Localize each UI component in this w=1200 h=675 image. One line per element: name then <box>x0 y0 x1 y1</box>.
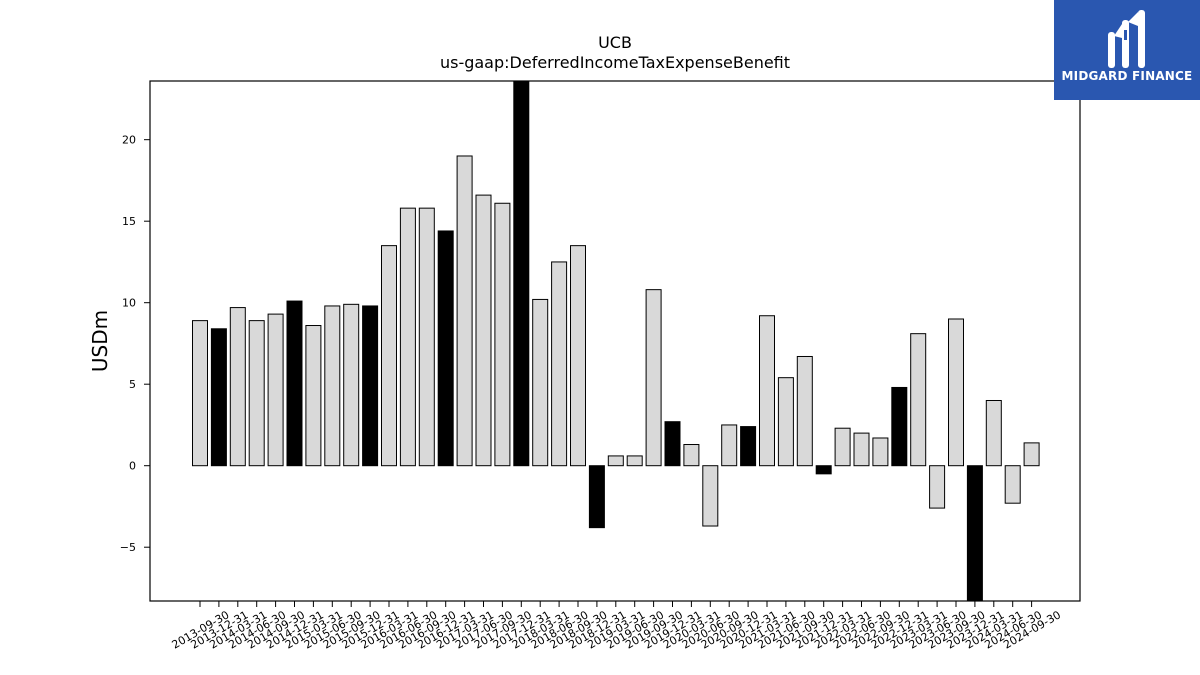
midgard-logo-icon <box>1108 10 1145 68</box>
bar-2022-03-31 <box>834 427 851 467</box>
bar-2015-09-30 <box>343 303 360 467</box>
bar-2023-12-31 <box>966 465 983 602</box>
bar-2014-09-30 <box>267 313 284 467</box>
bar-2024-09-30 <box>1023 442 1040 467</box>
bar-2018-09-30 <box>570 245 586 467</box>
y-axis: −5 0 5 10 15 20 <box>120 134 150 554</box>
bar-2017-12-31 <box>513 80 530 467</box>
bar-2023-09-30 <box>948 318 964 467</box>
y-tick-label: 20 <box>122 134 136 147</box>
bar-2015-06-30 <box>324 305 341 467</box>
logo-text: MIDGARD FINANCE <box>1061 69 1193 83</box>
bar-2020-06-30 <box>702 465 719 527</box>
bar-2020-03-31 <box>683 444 700 467</box>
bar-2019-03-31 <box>607 455 624 467</box>
bar-2015-12-31 <box>362 305 379 467</box>
bar-2018-12-31 <box>588 465 605 529</box>
bar-2021-06-30 <box>777 377 794 467</box>
bar-2018-03-31 <box>532 298 549 467</box>
bar-2018-06-30 <box>551 261 568 467</box>
chart-subtitle: us-gaap:DeferredIncomeTaxExpenseBenefit <box>439 53 791 72</box>
y-tick-label: −5 <box>120 541 136 554</box>
bar-2019-09-30 <box>645 289 662 467</box>
bar-2022-09-30 <box>872 437 889 467</box>
bar-2020-09-30 <box>721 424 738 467</box>
bar-2017-09-30 <box>494 202 511 467</box>
y-tick-label: 0 <box>129 460 136 473</box>
bar-2013-09-30 <box>192 320 208 467</box>
bar-2022-06-30 <box>853 432 870 467</box>
bar-2017-06-30 <box>475 194 492 467</box>
bar-2019-12-31 <box>664 421 681 467</box>
bar-2024-06-30 <box>1004 465 1021 504</box>
bar-2023-06-30 <box>929 465 946 509</box>
bar-2024-03-31 <box>985 399 1002 467</box>
bar-2015-03-31 <box>305 325 322 467</box>
bar-2021-09-30 <box>796 355 813 467</box>
bar-2016-03-31 <box>381 245 397 467</box>
x-axis: 2013-09-302013-12-312014-03-312014-06-30… <box>170 601 1063 652</box>
brand-logo: MIDGARD FINANCE <box>1054 0 1200 100</box>
bar-2022-12-31 <box>891 386 908 467</box>
y-tick-label: 5 <box>129 378 136 391</box>
y-tick-label: 15 <box>122 215 136 228</box>
bar-2023-03-31 <box>910 333 927 467</box>
chart-title: UCB <box>598 33 632 52</box>
bar-2016-09-30 <box>418 207 435 467</box>
bar-2016-12-31 <box>437 230 454 467</box>
bar-2017-03-31 <box>456 155 473 467</box>
bar-2021-12-31 <box>815 465 832 475</box>
bar-2014-12-31 <box>286 300 303 467</box>
bar-2013-12-31 <box>210 328 227 467</box>
bar-2020-12-31 <box>740 426 757 467</box>
bar-2021-03-31 <box>759 315 775 467</box>
bar-2016-06-30 <box>399 207 416 467</box>
y-axis-label: USDm <box>88 310 112 372</box>
bars-group <box>192 80 1040 602</box>
bar-2014-06-30 <box>248 320 265 467</box>
plot-frame <box>149 80 1081 602</box>
bar-2019-06-30 <box>626 455 643 467</box>
bar-2014-03-31 <box>229 307 246 467</box>
y-tick-label: 10 <box>122 297 136 310</box>
